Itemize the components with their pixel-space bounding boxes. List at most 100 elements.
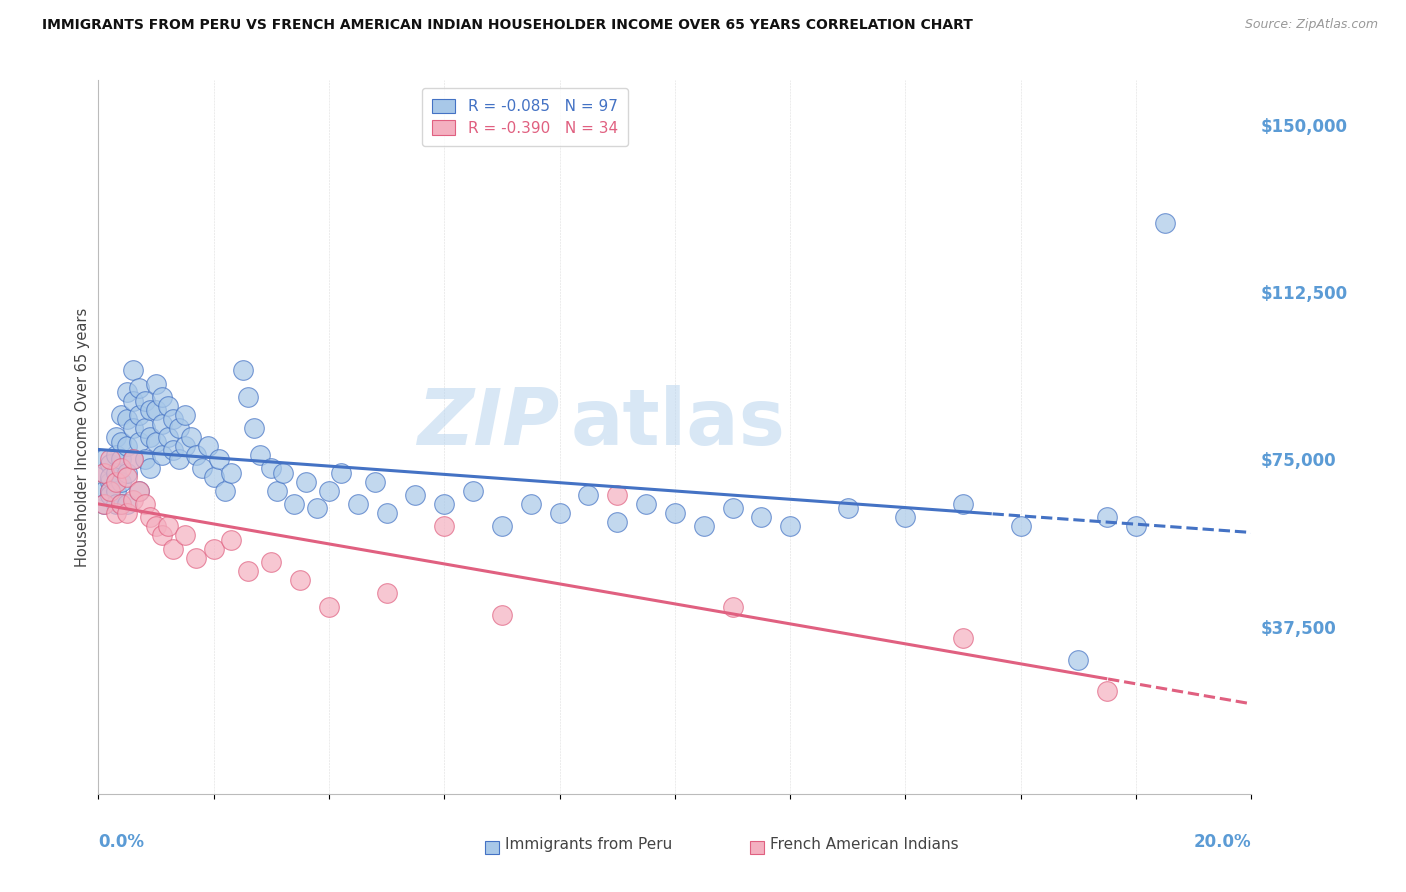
Point [110, 497, 132, 511]
Point [156, 519, 179, 533]
Point [128, 381, 150, 395]
Point [104, 497, 127, 511]
Point [128, 434, 150, 449]
Point [174, 528, 197, 542]
Point [98, 488, 121, 502]
Point [110, 497, 132, 511]
Point [346, 497, 368, 511]
Point [139, 403, 162, 417]
Point [93, 452, 115, 467]
Text: atlas: atlas [571, 384, 786, 461]
Point [110, 475, 132, 489]
Point [128, 408, 150, 422]
Point [197, 439, 219, 453]
Point [110, 452, 132, 467]
Point [117, 385, 139, 400]
Point [318, 483, 340, 498]
Point [779, 519, 801, 533]
Point [837, 501, 859, 516]
Y-axis label: Householder Income Over 65 years: Householder Income Over 65 years [75, 308, 90, 566]
Point [952, 497, 974, 511]
Point [721, 501, 744, 516]
FancyBboxPatch shape [749, 841, 765, 854]
Point [117, 497, 139, 511]
Point [375, 506, 398, 520]
Point [162, 443, 184, 458]
Point [134, 497, 156, 511]
Point [664, 506, 686, 520]
Point [578, 488, 600, 502]
Point [134, 394, 156, 409]
Point [167, 421, 190, 435]
Point [238, 564, 260, 578]
Point [548, 506, 571, 520]
Point [606, 515, 628, 529]
Point [145, 403, 167, 417]
Point [295, 475, 318, 489]
Point [134, 421, 156, 435]
Point [243, 421, 266, 435]
Point [174, 408, 197, 422]
Point [751, 510, 773, 524]
Point [110, 461, 132, 475]
Point [186, 448, 208, 462]
Point [260, 555, 283, 569]
Point [98, 470, 121, 484]
Point [894, 510, 917, 524]
Point [461, 483, 484, 498]
Point [167, 452, 190, 467]
Point [104, 483, 127, 498]
Text: French American Indians: French American Indians [770, 837, 959, 852]
Point [134, 452, 156, 467]
Point [122, 363, 145, 377]
Point [208, 452, 231, 467]
Point [139, 510, 162, 524]
Text: 0.0%: 0.0% [98, 833, 145, 851]
Point [128, 483, 150, 498]
Point [98, 475, 121, 489]
Text: Source: ZipAtlas.com: Source: ZipAtlas.com [1244, 18, 1378, 31]
Point [249, 448, 271, 462]
Point [238, 390, 260, 404]
Point [156, 399, 179, 413]
Point [93, 483, 115, 498]
Point [266, 483, 288, 498]
Point [162, 541, 184, 556]
Point [271, 466, 294, 480]
Point [98, 483, 121, 498]
Text: IMMIGRANTS FROM PERU VS FRENCH AMERICAN INDIAN HOUSEHOLDER INCOME OVER 65 YEARS : IMMIGRANTS FROM PERU VS FRENCH AMERICAN … [42, 18, 973, 32]
Point [606, 488, 628, 502]
Point [104, 506, 127, 520]
Point [214, 483, 236, 498]
Point [375, 586, 398, 600]
Point [122, 452, 145, 467]
Point [491, 519, 513, 533]
Point [1097, 510, 1119, 524]
Point [1010, 519, 1032, 533]
Point [491, 608, 513, 623]
Point [219, 466, 242, 480]
Point [405, 488, 427, 502]
Point [122, 452, 145, 467]
Point [219, 533, 242, 547]
Point [290, 573, 312, 587]
Point [128, 483, 150, 498]
Point [93, 497, 115, 511]
Point [93, 466, 115, 480]
Point [202, 470, 225, 484]
Text: Immigrants from Peru: Immigrants from Peru [505, 837, 672, 852]
Point [433, 497, 456, 511]
Point [952, 631, 974, 645]
Point [110, 434, 132, 449]
Point [110, 408, 132, 422]
Point [93, 497, 115, 511]
Point [117, 506, 139, 520]
Point [693, 519, 716, 533]
Point [231, 363, 254, 377]
Text: 20.0%: 20.0% [1194, 833, 1251, 851]
Point [145, 376, 167, 391]
Point [117, 470, 139, 484]
Point [139, 430, 162, 444]
Point [202, 541, 225, 556]
Point [636, 497, 658, 511]
